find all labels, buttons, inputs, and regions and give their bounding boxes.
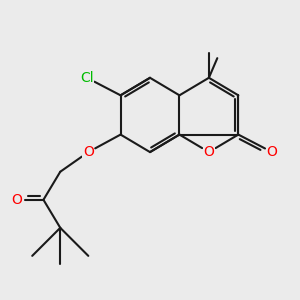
Text: O: O	[83, 145, 94, 159]
Text: Cl: Cl	[80, 71, 94, 85]
Text: Cl: Cl	[80, 71, 94, 85]
Text: O: O	[266, 145, 278, 159]
Text: O: O	[203, 145, 214, 159]
Text: O: O	[11, 193, 22, 207]
